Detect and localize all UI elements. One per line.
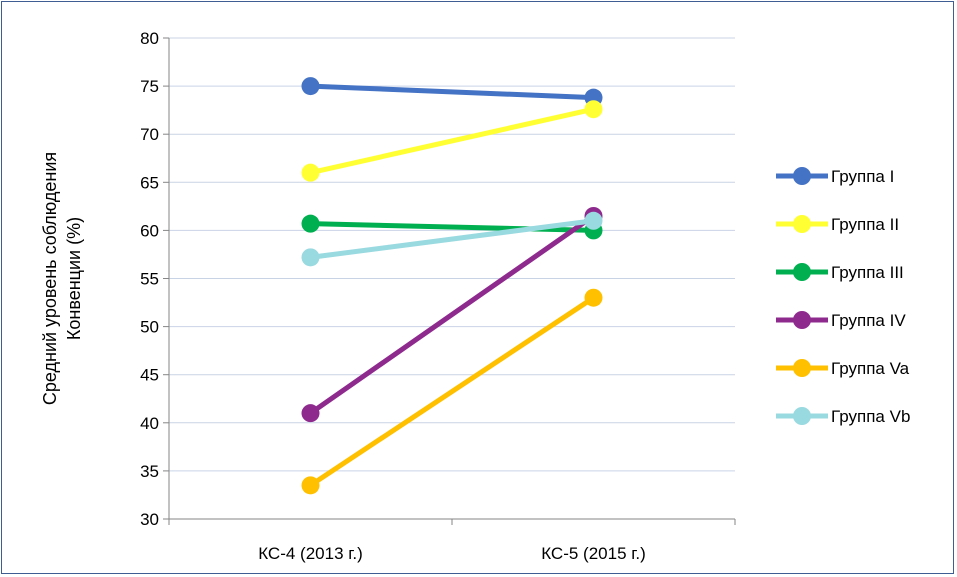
axes: 30 35 40 45 50 55 60 65 70 75 80 КС-4 (2013 г.) КС-5… [140, 29, 736, 563]
data-point [584, 100, 603, 119]
legend-label: Группа Va [831, 359, 910, 378]
legend-marker [793, 311, 811, 329]
legend-item-2: Группа II [776, 215, 899, 234]
x-tick-label: КС-4 (2013 г.) [258, 544, 363, 563]
y-tick-label: 30 [140, 510, 159, 529]
y-tick-label: 55 [140, 270, 159, 289]
data-point [301, 476, 320, 495]
legend: Группа I Группа II Группа III Группа IV Груп… [776, 167, 910, 426]
legend-item-4: Группа IV [776, 311, 906, 330]
gridlines [169, 37, 735, 472]
legend-label: Группа Vb [831, 407, 910, 426]
series-line [308, 218, 596, 260]
y-axis-title-group: Средний уровень соблюдения Конвенции (%) [40, 152, 84, 405]
y-tick-label: 75 [140, 77, 159, 96]
legend-item-1: Группа I [776, 167, 894, 186]
y-axis-title: Средний уровень соблюдения Конвенции (%) [40, 152, 84, 405]
y-tick-label: 50 [140, 318, 159, 337]
y-axis-title-line: Средний уровень соблюдения [40, 152, 60, 405]
data-point [301, 404, 320, 423]
series-2 [301, 100, 603, 182]
legend-marker [793, 167, 811, 185]
y-tick-label: 80 [140, 29, 159, 48]
y-tick-label: 70 [140, 125, 159, 144]
legend-marker [793, 359, 811, 377]
data-point [584, 288, 603, 307]
data-point [584, 211, 603, 230]
series-line [308, 106, 596, 176]
data-point [301, 163, 320, 182]
x-tick-label: КС-5 (2015 г.) [541, 544, 646, 563]
data-point [301, 248, 320, 267]
legend-label: Группа III [831, 263, 904, 282]
y-tick-label: 40 [140, 414, 159, 433]
series-line [308, 213, 596, 416]
legend-label: Группа I [831, 167, 894, 186]
series-5 [301, 288, 603, 495]
legend-item-6: Группа Vb [776, 407, 910, 426]
legend-item-5: Группа Va [776, 359, 910, 378]
y-tick-label: 65 [140, 173, 159, 192]
y-tick-label: 45 [140, 366, 159, 385]
legend-marker [793, 407, 811, 425]
series-line [308, 295, 596, 488]
legend-label: Группа IV [831, 311, 906, 330]
series-line [308, 83, 596, 101]
y-tick-label: 60 [140, 221, 159, 240]
series-1 [301, 77, 603, 107]
legend-marker [793, 215, 811, 233]
data-point [301, 214, 320, 233]
series-layer [301, 77, 603, 495]
legend-label: Группа II [831, 215, 899, 234]
y-axis-title-line: Конвенции (%) [64, 217, 84, 340]
data-point [301, 77, 320, 96]
legend-item-3: Группа III [776, 263, 904, 282]
series-6 [301, 211, 603, 267]
legend-marker [793, 263, 811, 281]
y-tick-label: 35 [140, 462, 159, 481]
